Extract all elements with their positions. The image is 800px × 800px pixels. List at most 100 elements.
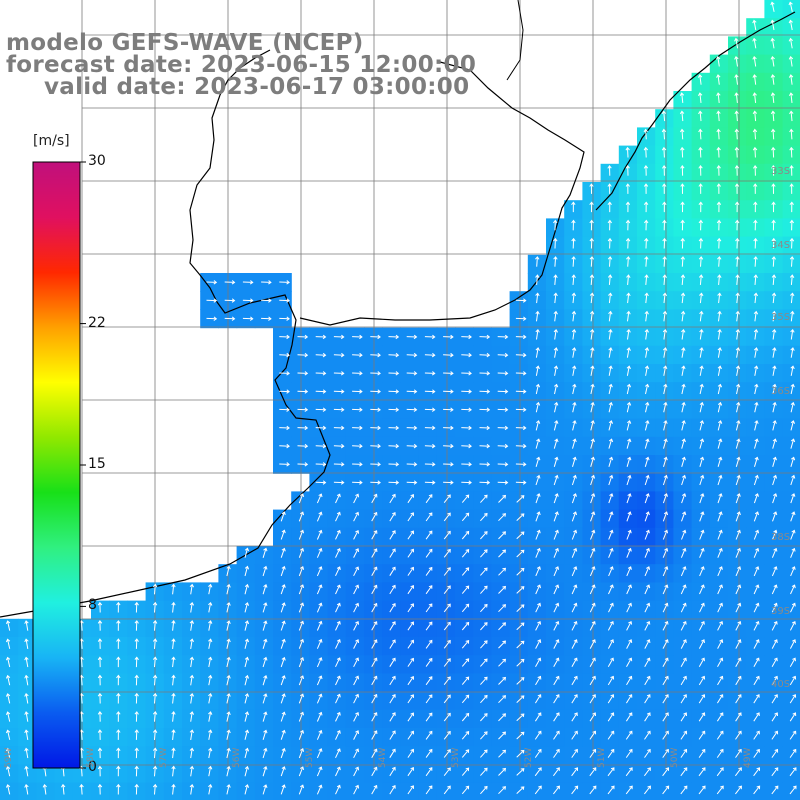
wind-arrow [772,365,777,376]
wind-arrow [116,783,121,795]
wind-arrow [498,585,506,594]
wind-arrow [790,584,796,595]
wind-arrow [571,219,576,231]
wind-arrow [735,657,742,667]
wind-arrow [699,456,705,467]
wind-arrow [208,711,213,722]
wind-arrow [389,693,396,704]
wind-arrow [772,493,778,504]
wind-arrow [571,639,578,649]
wind-arrow [298,547,305,558]
wind-arrow [244,620,250,631]
wind-arrow [699,328,704,340]
wind-arrow [424,371,436,376]
wind-arrow [226,583,231,595]
wind-arrow [353,566,360,577]
wind-arrow [461,621,470,631]
wind-arrow [425,657,433,667]
wind-arrow [734,110,739,122]
wind-arrow [224,316,236,321]
wind-arrow [480,494,488,503]
wind-arrow [608,292,613,304]
wind-arrow [625,219,631,231]
wind-arrow [789,620,796,631]
wind-arrow [244,547,250,558]
wind-arrow [698,712,706,722]
wind-arrow [535,620,542,631]
wind-arrow [424,443,436,449]
wind-arrow [571,730,578,740]
wind-arrow [152,729,158,740]
wind-arrow [443,407,454,412]
wind-arrow [298,748,305,759]
wind-arrow [371,748,378,758]
model-title: modelo GEFS-WAVE (NCEP) [6,30,364,56]
wind-arrow [590,474,596,486]
wind-arrow [608,566,614,577]
wind-arrow [516,713,525,722]
wind-arrow [352,462,363,467]
wind-arrow [262,584,268,595]
wind-arrow [680,146,685,158]
colorbar-tick-label: 30 [88,153,106,169]
wind-arrow [735,730,742,740]
wind-arrow [643,128,648,140]
wind-arrow [370,443,381,449]
wind-arrow [681,401,686,413]
wind-arrow [226,784,231,795]
wind-arrow [353,493,360,504]
wind-arrow [389,530,396,540]
wind-arrow [279,425,290,431]
wind-arrow [407,766,414,777]
wind-arrow [208,583,213,595]
wind-arrow [407,493,414,504]
wind-arrow [717,438,723,449]
wind-arrow [370,352,381,358]
wind-arrow [425,712,433,722]
wind-arrow [425,748,433,758]
wind-arrow [626,438,632,449]
wind-arrow [152,620,158,631]
longitude-label: 51W [597,747,607,768]
wind-arrow [717,292,722,304]
wind-arrow [480,749,488,758]
wind-arrow [388,352,400,358]
wind-arrow [680,310,686,322]
wind-arrow [771,274,777,285]
wind-arrow [189,583,195,595]
wind-arrow [607,165,612,176]
wind-arrow [535,292,540,304]
wind-arrow [5,656,11,668]
wind-arrow [662,602,669,613]
wind-arrow [571,785,579,795]
wind-arrow [716,74,721,85]
wind-arrow [443,694,451,704]
wind-arrow [370,480,381,485]
wind-arrow [280,565,286,577]
wind-arrow [717,474,723,486]
wind-arrow [571,529,578,540]
wind-arrow [680,694,687,704]
wind-arrow [244,638,250,649]
wind-arrow [461,567,470,576]
wind-arrow [407,548,414,558]
wind-arrow [335,511,341,522]
wind-arrow [790,566,796,577]
wind-arrow [753,201,758,213]
wind-arrow [443,371,454,376]
wind-arrow [171,711,176,722]
wind-arrow [789,675,797,686]
wind-arrow [461,585,470,594]
wind-arrow [389,602,396,613]
wind-arrow [443,603,451,613]
wind-arrow [771,201,776,213]
wind-arrow [753,256,758,267]
wind-arrow [298,602,305,613]
wind-arrow [752,92,757,103]
wind-arrow [608,328,613,340]
wind-arrow [753,310,759,322]
wind-arrow [788,37,794,49]
wind-arrow [297,407,309,412]
wind-arrow [206,316,218,321]
wind-arrow [735,438,741,449]
